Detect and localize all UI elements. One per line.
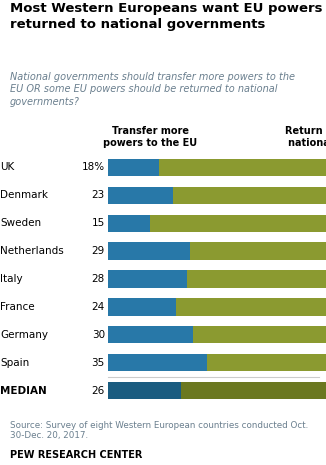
- Text: 23: 23: [92, 190, 105, 200]
- Bar: [176, 298, 326, 316]
- Bar: [108, 186, 173, 204]
- Text: MEDIAN: MEDIAN: [0, 385, 47, 396]
- Bar: [159, 159, 326, 176]
- Text: Italy: Italy: [0, 274, 22, 284]
- Text: Spain: Spain: [0, 358, 29, 368]
- Text: 24: 24: [92, 302, 105, 312]
- Text: Return some powers to
national governments: Return some powers to national governmen…: [285, 126, 326, 148]
- Bar: [108, 242, 190, 260]
- Bar: [108, 159, 159, 176]
- Text: Source: Survey of eight Western European countries conducted Oct.
30-Dec. 20, 20: Source: Survey of eight Western European…: [10, 421, 308, 440]
- Text: 15: 15: [92, 218, 105, 228]
- Bar: [207, 354, 326, 372]
- Text: 26: 26: [92, 385, 105, 396]
- Text: 18%: 18%: [82, 162, 105, 173]
- Text: 30: 30: [92, 330, 105, 340]
- Bar: [108, 382, 182, 399]
- Bar: [190, 242, 326, 260]
- Text: PEW RESEARCH CENTER: PEW RESEARCH CENTER: [10, 450, 142, 460]
- Text: UK: UK: [0, 162, 14, 173]
- Bar: [108, 214, 150, 232]
- Text: France: France: [0, 302, 35, 312]
- Text: Most Western Europeans want EU powers
returned to national governments: Most Western Europeans want EU powers re…: [10, 2, 322, 31]
- Text: Germany: Germany: [0, 330, 48, 340]
- Text: National governments should transfer more powers to the
EU OR some EU powers sho: National governments should transfer mor…: [10, 72, 295, 107]
- Bar: [182, 382, 326, 399]
- Text: Sweden: Sweden: [0, 218, 41, 228]
- Text: 29: 29: [92, 246, 105, 256]
- Bar: [108, 326, 193, 344]
- Bar: [187, 270, 326, 288]
- Text: Netherlands: Netherlands: [0, 246, 64, 256]
- Text: 35: 35: [92, 358, 105, 368]
- Bar: [108, 270, 187, 288]
- Bar: [193, 326, 326, 344]
- Text: Transfer more
powers to the EU: Transfer more powers to the EU: [103, 126, 197, 148]
- Bar: [108, 354, 207, 372]
- Bar: [150, 214, 326, 232]
- Bar: [173, 186, 326, 204]
- Text: 28: 28: [92, 274, 105, 284]
- Bar: [108, 298, 176, 316]
- Text: Denmark: Denmark: [0, 190, 48, 200]
